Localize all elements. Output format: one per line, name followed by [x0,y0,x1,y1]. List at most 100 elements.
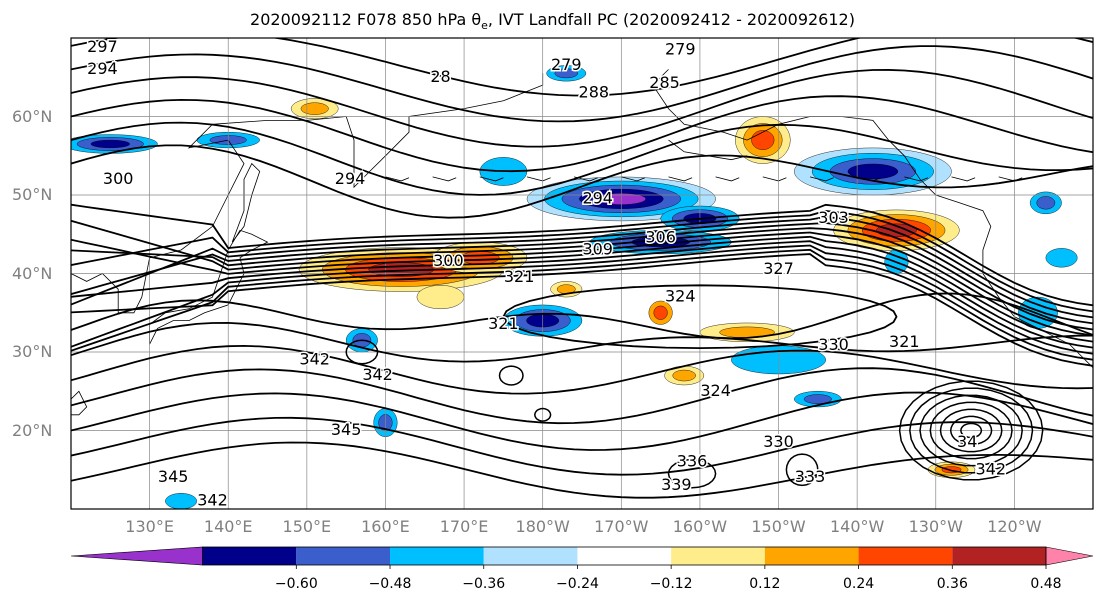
contour-line [71,227,1093,331]
contour-line [71,248,1093,361]
title-main: 2020092112 F078 850 hPa θ [250,10,482,29]
colorbar-tick-label: −0.12 [649,576,693,592]
anomaly-shade [416,285,465,310]
aleutian-island [526,176,551,182]
colorbar-swatch [577,547,672,565]
contour-line [960,422,983,439]
contour-label: 321 [504,267,535,286]
aleutian-island [809,176,834,182]
longitude-label: 130°E [125,517,174,536]
contour-line [71,240,1093,349]
anomaly-shade [300,102,329,115]
anomaly-shade [90,139,130,149]
anomaly-shade [554,68,578,79]
contour-labels: 297 294 279 279 28 288 285 300 294 294 303 306 309 30… [86,37,1008,510]
anomaly-shade [653,305,668,320]
colorbar-swatch [671,547,765,565]
map-field: 297 294 279 279 28 288 285 300 294 294 303 306 309 30… [71,37,1093,510]
contour-line [71,95,1093,173]
contour-label: 321 [488,314,519,333]
latitude-label: 20°N [12,420,53,440]
contour-label: 339 [661,475,692,494]
contour-line [71,416,1093,476]
contour-label: 309 [582,239,613,258]
anomaly-shade [1036,196,1056,210]
anomaly-shade [847,163,899,180]
contour-line [498,365,524,386]
contour-label: 297 [87,37,118,56]
contour-line [71,321,1093,363]
aleutian-island [715,176,740,182]
contour-line [71,68,1093,148]
anomaly-shade [460,251,500,265]
title-subscript: e [481,19,488,33]
colorbar-extend-low [70,546,203,566]
colorbar-swatch [764,547,859,565]
longitude-label: 180°W [515,517,570,536]
contour-label: 327 [763,259,794,278]
colorbar-swatch [296,547,391,565]
anomaly-shade [751,130,775,150]
colorbar-swatch [390,547,484,565]
colorbar-tick-label: 0.24 [842,576,875,592]
colorbar-tick-label: 0.48 [1030,576,1062,592]
contour-line [919,394,1023,467]
longitude-label: 160°E [361,517,410,536]
contour-line [71,344,1093,395]
contour-line [71,38,1093,97]
contour-label: 345 [158,467,189,486]
contour-label: 342 [299,349,330,368]
contour-label: 303 [818,208,849,227]
coastline [71,73,544,314]
coastline [71,390,88,416]
contour-label: 306 [645,228,676,247]
contour-line [929,401,1013,460]
colorbar-swatch [952,547,1046,565]
aleutian-island [904,176,929,182]
theta-e-contours [71,38,1093,499]
anomaly-shade [165,493,197,509]
longitude-label: 140°W [829,517,885,536]
contour-line [667,458,717,489]
contour-line [898,380,1044,481]
map-title: 2020092112 F078 850 hPa θe, IVT Landfall… [0,10,1105,32]
colorbar-swatch [202,547,297,565]
title-rest: , IVT Landfall PC (2020092412 - 20200926… [487,10,855,29]
contour-label: 342 [197,491,228,510]
coastline [231,162,261,243]
contour-label: 342 [976,459,1007,478]
aleutian-island [479,176,504,182]
contour-label: 333 [795,467,826,486]
contour-line [502,284,898,350]
contour-label: 321 [889,332,920,351]
colorbar-tick-label: −0.24 [555,576,599,592]
contour-line [71,215,1093,319]
colorbar-tick-label: −0.48 [368,576,412,592]
contour-label: 300 [433,251,464,270]
colorbar-tick-label: 0.12 [749,576,781,592]
aleutian-island [951,176,976,182]
longitude-label: 130°W [908,517,963,536]
anomaly-shade [1045,248,1078,268]
longitude-label: 150°E [282,517,332,536]
aleutian-island [432,176,457,182]
colorbar [70,546,1094,569]
aleutian-island [762,176,787,182]
contour-line [71,219,1093,337]
contour-line [71,235,1093,343]
contour-line [71,144,1093,219]
contour-label: 294 [335,169,366,188]
colorbar-frame [202,546,1047,566]
latitude-label: 30°N [12,342,53,361]
contour-label: 279 [551,55,582,74]
contour-label: 345 [331,420,362,439]
colorbar-extend-high [1045,546,1094,566]
map-frame [70,37,1094,510]
contour-label: 279 [665,39,696,58]
colorbar-tick-label: −0.60 [274,576,318,592]
contour-label: 300 [103,169,134,188]
contour-label: 330 [763,432,794,451]
contour-line [71,441,1093,499]
contour-line [939,408,1003,453]
